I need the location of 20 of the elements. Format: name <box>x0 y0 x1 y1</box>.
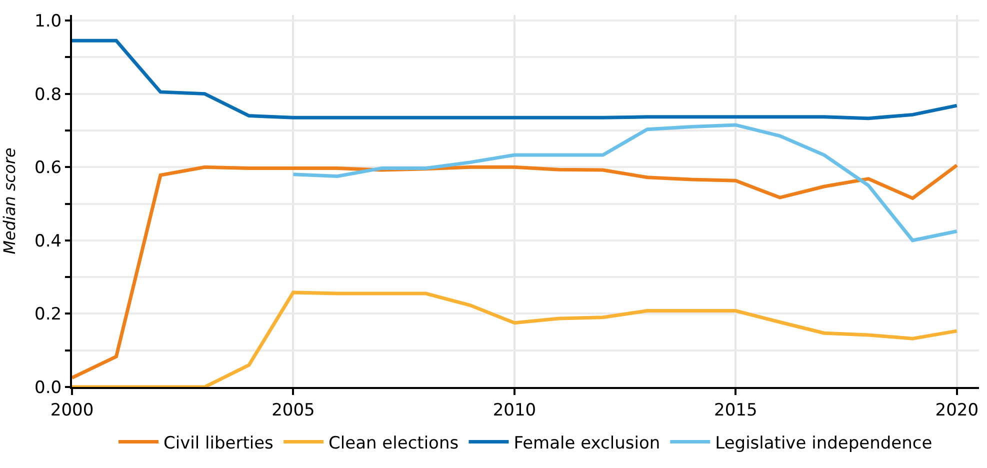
x-tick-label: 2020 <box>935 400 979 420</box>
x-tick-label: 2005 <box>272 400 315 420</box>
y-tick-label: 0.2 <box>34 304 62 325</box>
y-tick-label: 1.0 <box>34 11 62 32</box>
y-axis-title: Median score <box>0 148 19 254</box>
line-series <box>72 38 959 120</box>
line-series <box>72 164 959 380</box>
x-tick-label: 2010 <box>492 400 536 420</box>
y-tick-label: 0.8 <box>34 84 62 105</box>
legend-label: Legislative independence <box>715 433 932 454</box>
y-tick-label: 0.4 <box>34 231 62 252</box>
line-series <box>291 123 959 242</box>
legend-label: Civil liberties <box>164 433 274 454</box>
y-tick-label: 0.0 <box>34 378 62 398</box>
y-tick-label: 0.6 <box>34 158 62 178</box>
line-series <box>72 290 959 387</box>
x-tick-label: 2000 <box>50 400 94 420</box>
legend-label: Female exclusion <box>514 433 660 454</box>
legend-label: Clean elections <box>328 433 459 454</box>
x-tick-label: 2015 <box>714 400 758 420</box>
